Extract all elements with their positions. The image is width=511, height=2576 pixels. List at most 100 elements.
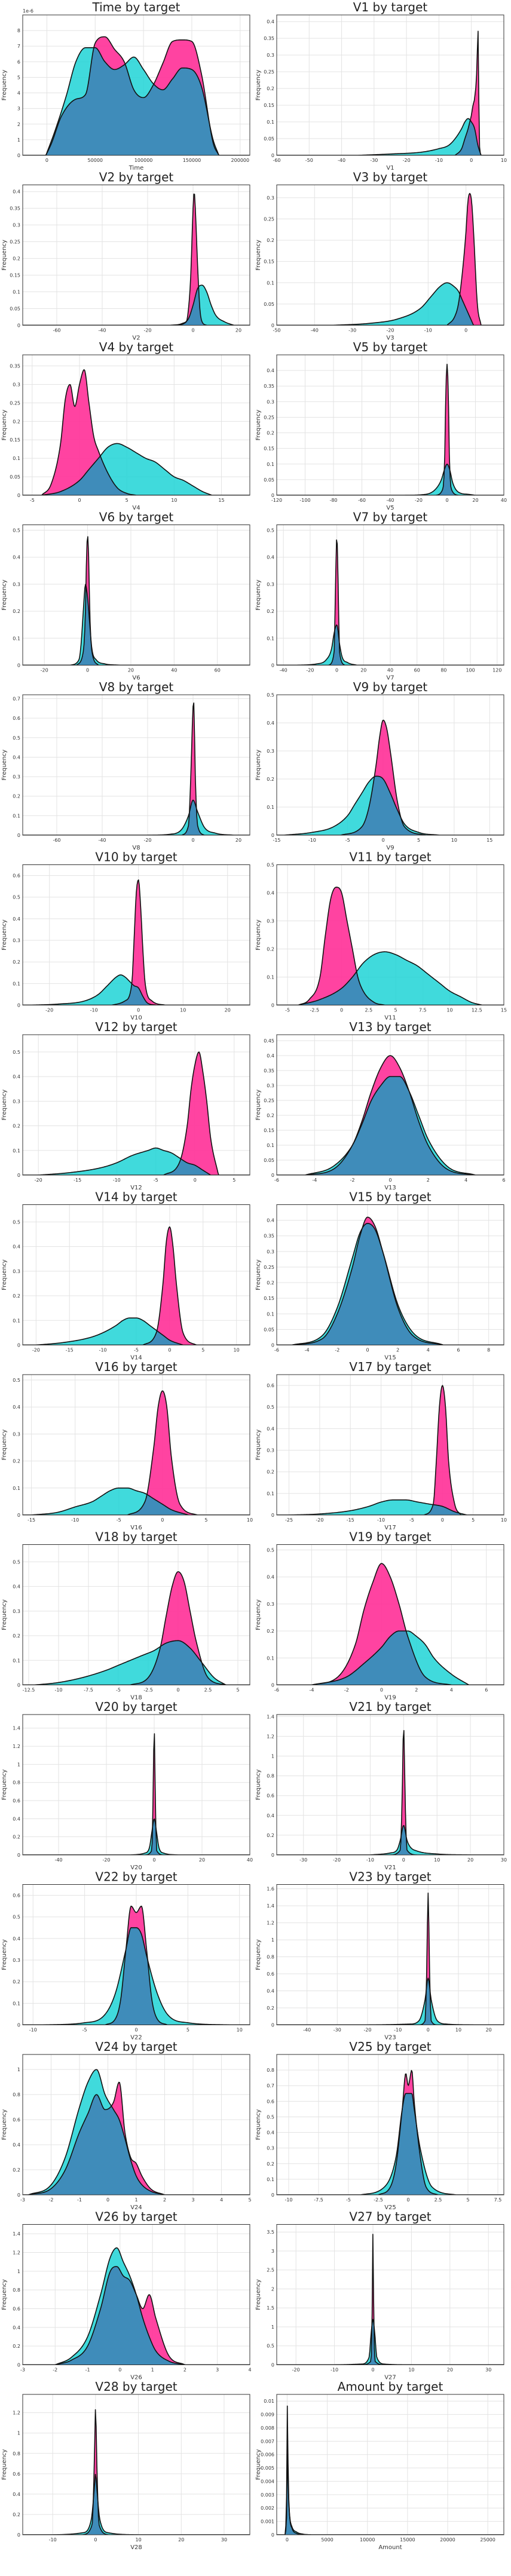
x-axis-label: V22 [130,2035,142,2041]
y-tick-label: 0.5 [267,2344,274,2349]
y-tick-label: 0.2 [13,256,20,262]
density-line-class-0 [277,1055,504,1175]
x-tick-label: 20 [199,1857,205,1863]
density-area-class-1 [277,2319,504,2365]
y-axis-label: Frequency [1,750,8,781]
y-tick-label: 0.5 [13,528,20,533]
density-line-class-0 [277,30,504,155]
y-tick-label: 0 [271,2363,274,2368]
y-tick-label: 0.2 [13,1633,20,1639]
x-tick-label: 0 [161,1517,164,1523]
y-tick-label: 0.01 [264,2399,274,2404]
plot-frame [22,354,250,496]
y-tick-label: 0.1 [13,1318,20,1323]
x-tick-label: 15 [501,1008,507,1013]
y-tick-label: 0.3 [13,1431,20,1437]
y-tick-label: 0.3 [267,2146,274,2151]
y-axis-label: Frequency [255,579,262,611]
x-tick-label: 10 [180,1008,186,1013]
y-tick-label: 0.4 [13,189,20,195]
x-tick-label: 10 [408,2368,414,2373]
x-tick-label: 0 [371,2368,374,2373]
x-tick-label: -40 [311,328,319,333]
x-tick-label: 6 [502,1177,505,1183]
y-axis-label: Frequency [1,70,8,101]
y-tick-label: 0 [271,663,274,668]
y-tick-label: 0.8 [267,1774,274,1779]
x-tick-label: 5000 [321,2537,333,2543]
y-tick-label: 0 [17,1853,20,1858]
y-tick-label: 0.2 [267,238,274,243]
x-tick-label: 10 [446,1008,452,1013]
chart-title: V19 by target [349,1530,431,1544]
y-tick-label: 0 [17,1003,20,1008]
density-group [277,1729,504,1855]
x-tick-label: 0 [340,1008,343,1013]
x-axis-label: V8 [132,845,140,851]
y-axis-label: Frequency [1,1259,8,1290]
y-tick-label: 0.4 [13,1244,20,1250]
density-line-class-1 [23,1927,250,2025]
y-tick-label: 0.25 [264,69,274,75]
y-axis-label: Frequency [255,1090,262,1121]
density-area-class-0 [277,1563,504,1685]
chart-title: V2 by target [99,170,174,185]
y-axis-label: Frequency [1,1939,8,1970]
chart-v24-by-target: -3 -2 -1 0 1 2 3 4 5 0 0.2 0.4 0.6 0.8 1 V24 by target V… [1,2040,252,2211]
density-line-class-1 [23,2247,250,2365]
chart-title: V20 by target [95,1700,177,1714]
x-tick-label: 2 [396,1348,399,1353]
x-tick-label: -10 [113,1177,121,1183]
density-area-class-0 [23,536,250,666]
x-tick-label: 7.5 [419,1008,427,1013]
y-tick-label: 0.6 [267,1793,274,1799]
y-axis-label: Frequency [1,2449,8,2480]
chart-v8-by-target: -60 -40 -20 0 20 0 0.1 0.2 0.3 0.4 0.5 0.6 0.7 V8 by … [1,680,250,851]
y-tick-label: 0.1 [13,456,20,461]
y-tick-label: 0.009 [261,2412,274,2418]
density-group [277,192,504,326]
x-tick-label: -5 [154,1177,158,1183]
density-area-class-0 [23,369,250,495]
plot-frame [22,1544,250,1685]
density-area-class-1 [277,283,504,326]
y-tick-label: 0.25 [10,240,20,245]
x-tick-label: -40 [98,838,106,843]
x-tick-label: -5 [134,1348,139,1353]
density-area-overlap [23,984,250,1005]
chart-v19-by-target: -6 -4 -2 0 2 4 6 0 0.1 0.2 0.3 0.4 0.5 V19 by target V… [255,1530,504,1701]
chart-v10-by-target: -20 -10 0 10 20 0 0.1 0.2 0.3 0.4 0.5 0.6 V10 by tar… [1,850,250,1022]
x-tick-label: -2 [335,1348,339,1353]
y-tick-label: 0.1 [267,1143,274,1148]
chart-title: V10 by target [95,850,177,864]
density-line-class-0 [277,2234,504,2365]
y-tick-label: 0.1 [13,1658,20,1663]
y-tick-label: 0.4 [267,368,274,373]
y-tick-label: 0.1 [267,636,274,641]
x-tick-label: 5 [248,2197,251,2203]
density-line-class-1 [23,443,250,495]
x-tick-label: 20 [225,1008,231,1013]
y-tick-label: 0.3 [13,1609,20,1614]
density-group [23,369,250,495]
chart-title: V6 by target [99,510,174,525]
density-area-overlap [23,2474,250,2535]
density-group [23,1226,250,1345]
y-tick-label: 0.1 [267,2177,274,2182]
chart-v4-by-target: -5 0 5 10 15 0 0.05 0.1 0.15 0.2 0.25 0.3 0.35 V4 by … [1,340,250,511]
density-area-overlap [277,2319,504,2365]
y-tick-label: 0.7 [267,2083,274,2089]
x-tick-label: 0 [382,838,385,843]
x-tick-label: -10 [29,2028,37,2033]
y-tick-label: 0.3 [267,749,274,754]
x-axis-label: V14 [130,1355,142,1361]
density-line-class-0 [23,536,250,666]
x-tick-label: -60 [358,498,366,503]
y-tick-label: 0 [17,323,20,329]
x-tick-label: 150000 [183,158,201,163]
x-tick-label: 4 [220,2197,223,2203]
chart-v20-by-target: -40 -20 0 20 40 0 0.2 0.4 0.6 0.8 1 1.2 1.4 V20 by ta… [1,1700,253,1871]
y-axis-label: Frequency [1,2109,8,2140]
x-tick-label: 12.5 [472,1008,482,1013]
density-area-class-1 [277,1825,504,1855]
